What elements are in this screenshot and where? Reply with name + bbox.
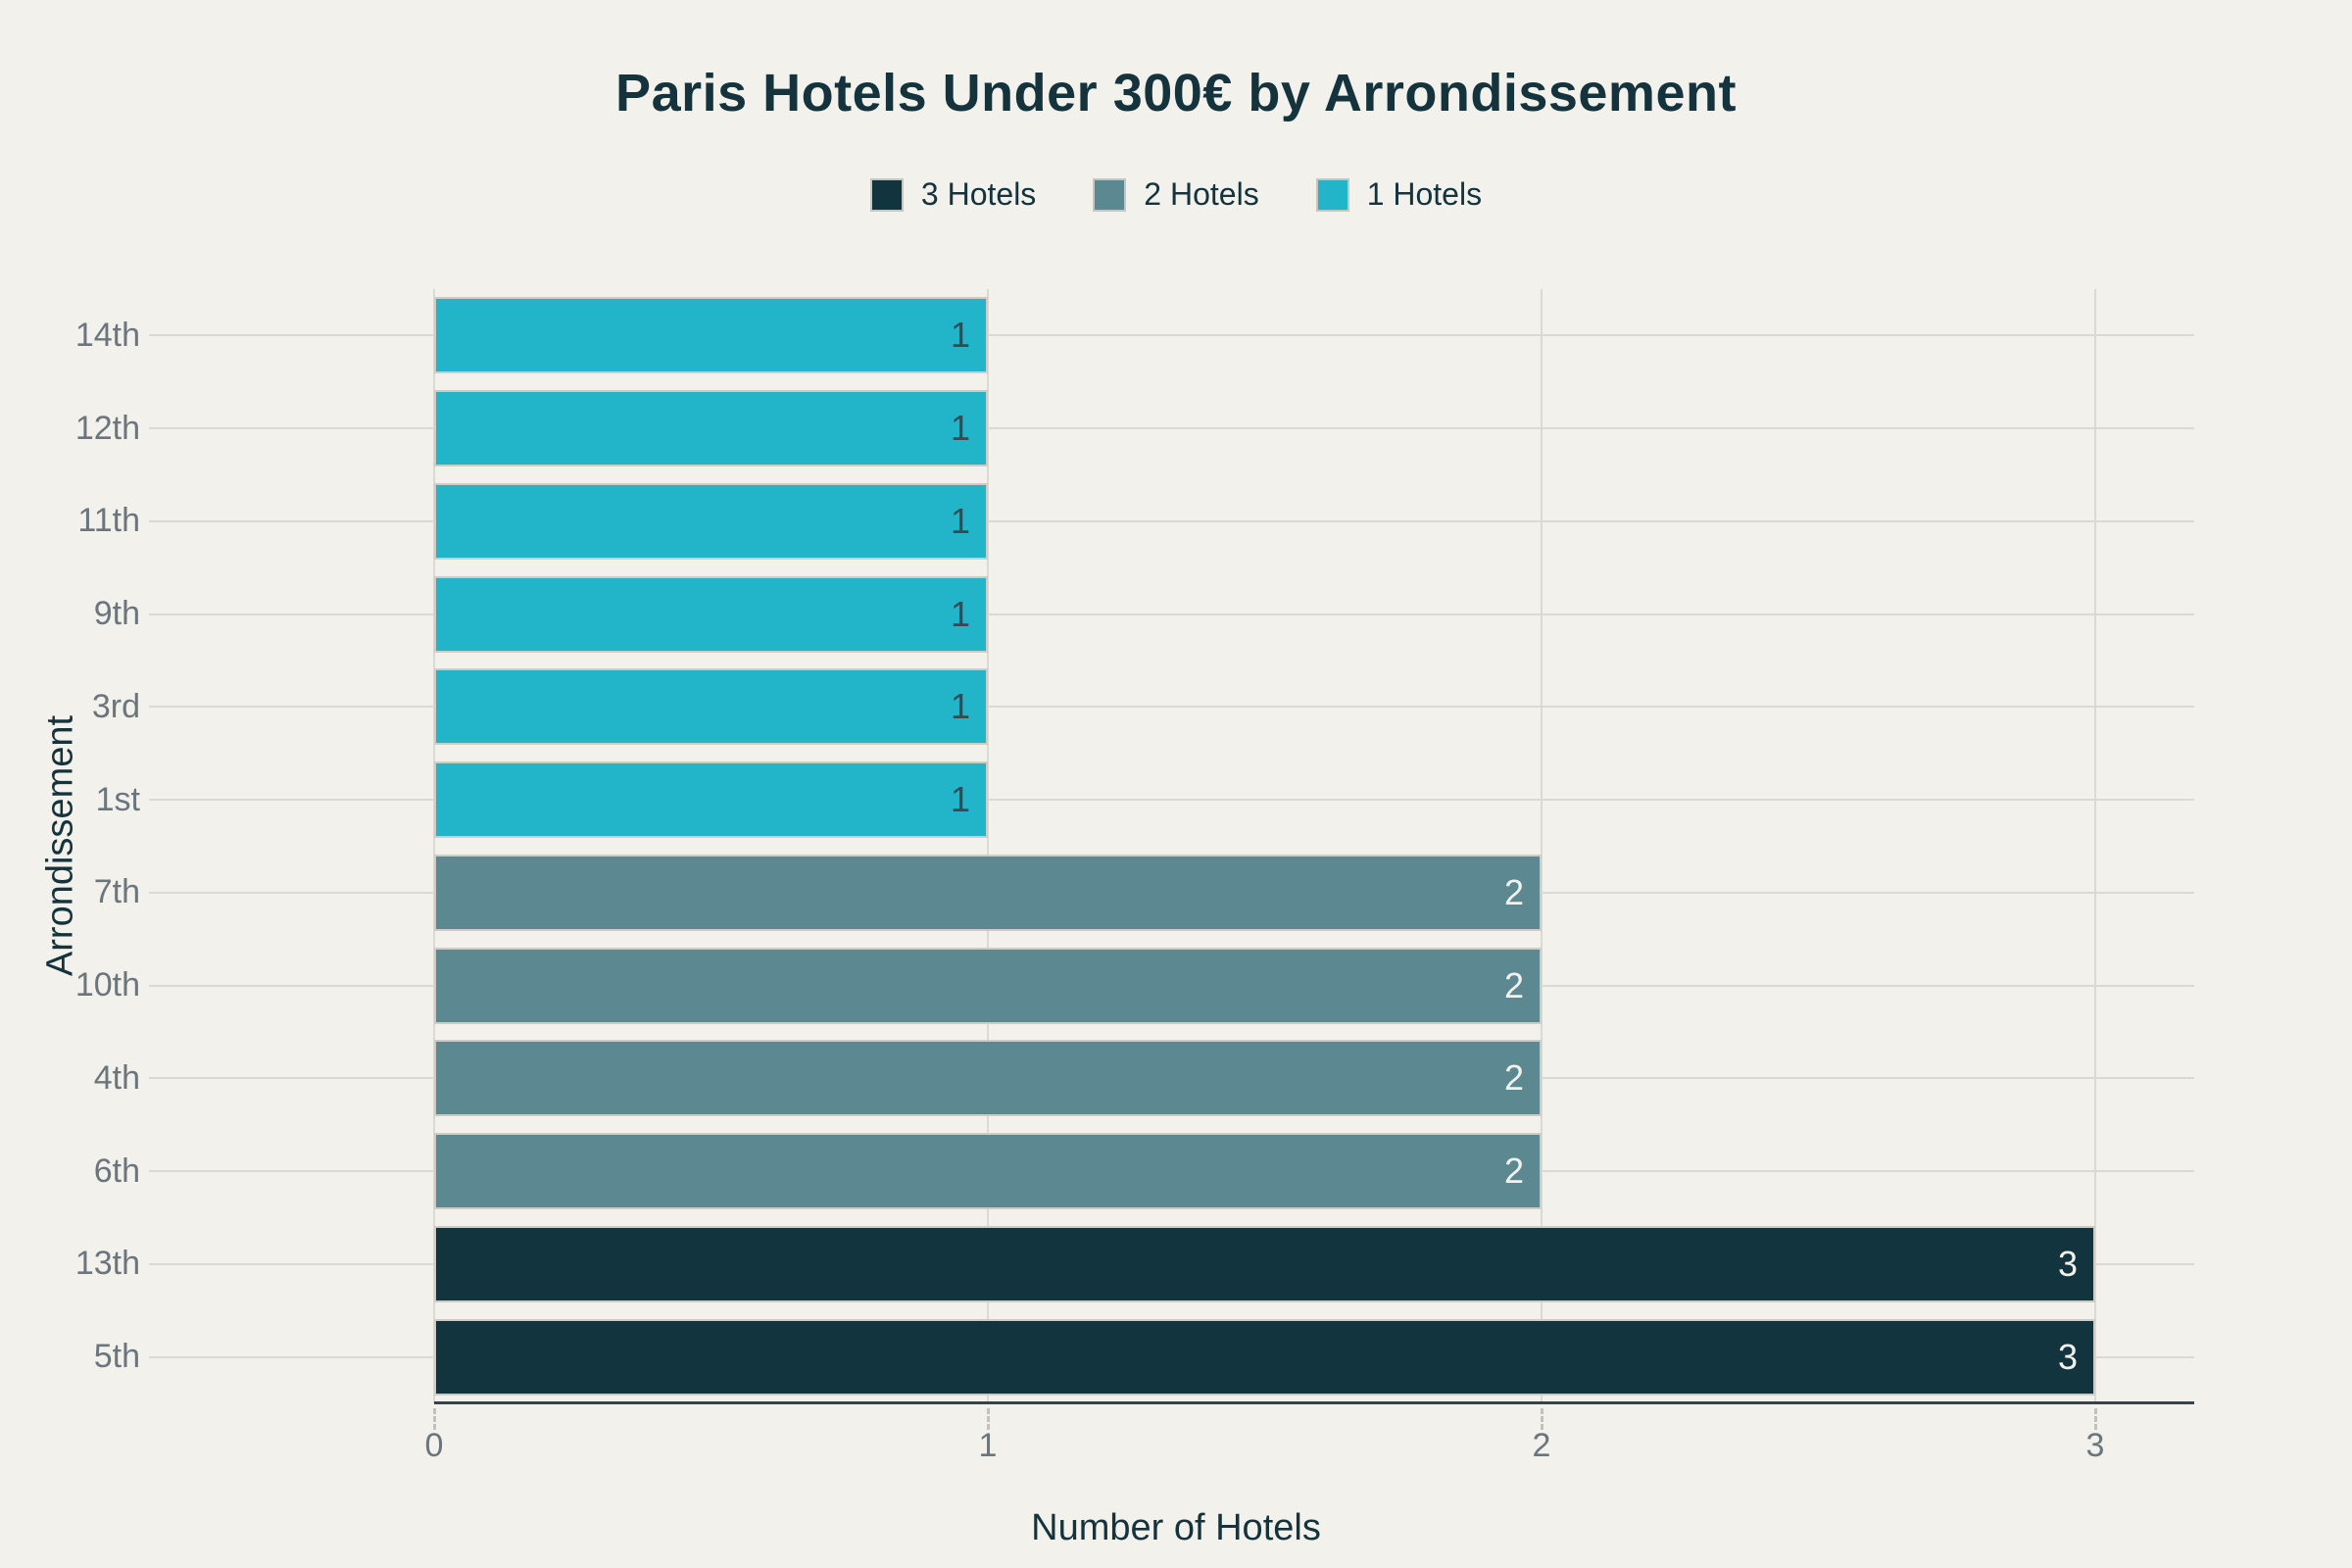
legend-item-3-hotels[interactable]: 3 Hotels (869, 176, 1037, 213)
x-axis-tick-mark (987, 1408, 990, 1430)
y-axis-tick-label: 4th (93, 1058, 140, 1097)
bar-13th: 3 (434, 1225, 2095, 1302)
y-axis-tick-label: 7th (93, 873, 140, 911)
gridline-vertical (433, 289, 435, 1403)
legend-label: 3 Hotels (920, 176, 1037, 212)
legend-swatch-3-hotels (869, 177, 904, 212)
y-axis-tick-label: 1st (95, 780, 140, 818)
legend-label: 1 Hotels (1366, 176, 1483, 212)
bar-3rd: 1 (434, 668, 988, 746)
bar-value-label: 1 (950, 500, 970, 541)
x-axis-tick-mark (2094, 1408, 2097, 1430)
x-axis-tick-label: 3 (2085, 1427, 2105, 1464)
gridline-vertical (1541, 289, 1543, 1403)
bar-14th: 1 (434, 297, 988, 374)
x-axis-tick-label: 0 (424, 1427, 444, 1464)
y-axis-tick-label: 3rd (91, 687, 140, 725)
x-axis-line (434, 1401, 2194, 1404)
gridline-vertical (2094, 289, 2096, 1403)
legend-item-1-hotels[interactable]: 1 Hotels (1315, 176, 1483, 213)
bar-value-label: 3 (2057, 1243, 2078, 1284)
gridline-horizontal (149, 799, 2194, 802)
y-axis-tick-label: 13th (74, 1245, 140, 1283)
bar-value-label: 1 (950, 779, 970, 820)
legend-item-2-hotels[interactable]: 2 Hotels (1093, 176, 1259, 213)
bar-5th: 3 (434, 1318, 2095, 1396)
bar-value-label: 2 (1503, 1151, 1524, 1192)
bar-value-label: 3 (2057, 1336, 2078, 1377)
gridline-horizontal (149, 519, 2194, 522)
gridline-vertical (987, 289, 989, 1403)
x-axis-tick-mark (1541, 1408, 1544, 1430)
bar-11th: 1 (434, 482, 988, 560)
y-axis-tick-label: 5th (93, 1338, 140, 1376)
bar-6th: 2 (434, 1133, 1542, 1210)
y-axis-tick-label: 12th (74, 409, 140, 447)
x-axis-tick-label: 1 (978, 1427, 998, 1464)
y-axis-tick-label: 11th (77, 502, 140, 540)
bar-value-label: 1 (950, 315, 970, 356)
bar-value-label: 2 (1503, 1057, 1524, 1099)
legend-swatch-1-hotels (1315, 177, 1349, 212)
y-axis-tick-label: 6th (93, 1152, 140, 1190)
bar-4th: 2 (434, 1040, 1542, 1117)
bar-10th: 2 (434, 947, 1542, 1024)
gridline-horizontal (149, 334, 2194, 337)
x-axis-tick-mark (433, 1408, 436, 1430)
x-axis-tick-label: 2 (1532, 1427, 1551, 1464)
legend-label: 2 Hotels (1144, 176, 1259, 212)
gridline-horizontal (149, 427, 2194, 430)
bar-12th: 1 (434, 390, 988, 467)
gridline-horizontal (149, 612, 2194, 615)
gridline-horizontal (149, 706, 2194, 709)
bar-value-label: 2 (1503, 871, 1524, 912)
y-axis-tick-label: 14th (74, 316, 140, 354)
legend-swatch-2-hotels (1093, 177, 1127, 212)
bar-value-label: 1 (950, 408, 970, 449)
chart-title: Paris Hotels Under 300€ by Arrondissemen… (615, 64, 1737, 122)
bar-1st: 1 (434, 761, 988, 839)
bar-value-label: 2 (1503, 964, 1524, 1005)
bar-value-label: 1 (950, 686, 970, 727)
bar-7th: 2 (434, 854, 1542, 931)
bar-9th: 1 (434, 575, 988, 653)
legend: 3 Hotels 2 Hotels 1 Hotels (0, 176, 2352, 213)
x-axis-title: Number of Hotels (1031, 1507, 1321, 1548)
y-axis-tick-label: 9th (93, 595, 140, 633)
bar-value-label: 1 (950, 593, 970, 634)
y-axis-tick-label: 10th (74, 966, 140, 1004)
plot-area: 1 1 1 1 1 1 2 2 2 2 3 3 (433, 289, 2194, 1403)
